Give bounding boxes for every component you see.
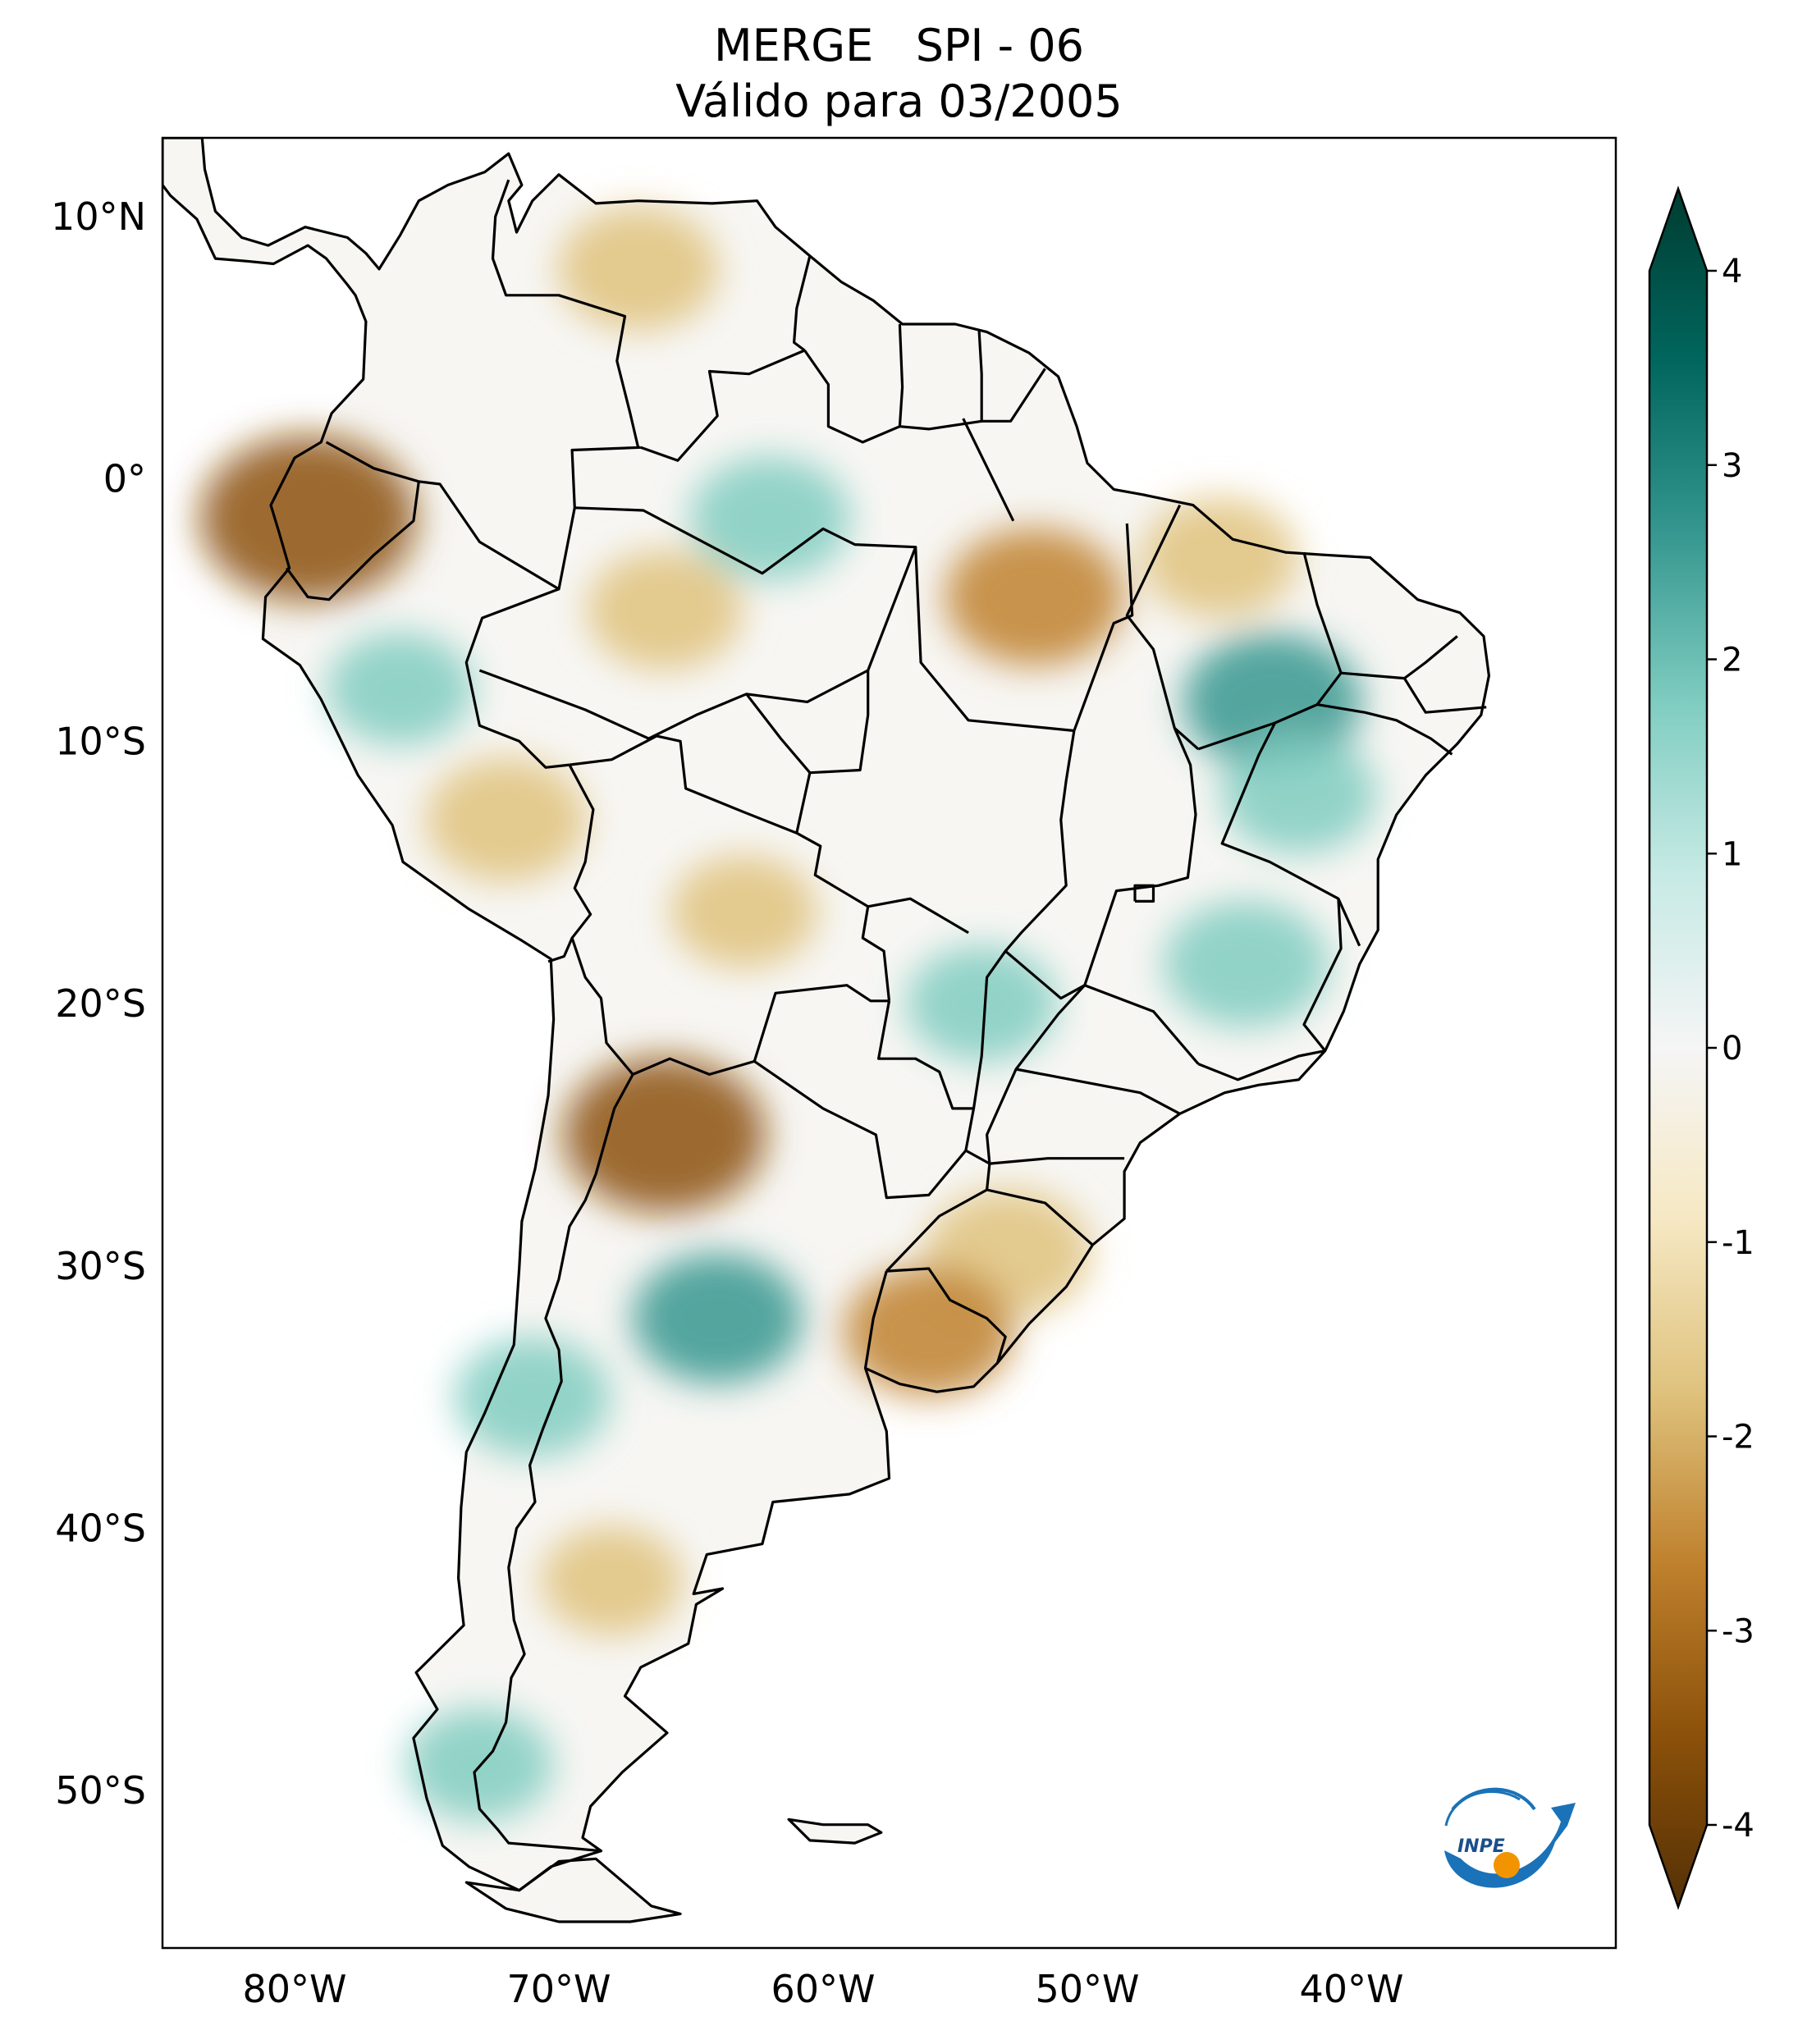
border-line [325,441,641,591]
longitude-tick-label: 50°W [1035,1967,1139,2011]
spi-anomaly-patch [1163,900,1329,1028]
border-line [1083,727,1200,1065]
spi-anomaly-patch [1220,734,1377,854]
spi-anomaly-patch [425,758,587,882]
colorbar-body [1648,185,1709,1910]
latitude-tick-label: 30°S [55,1244,146,1288]
land-polygon [466,1859,681,1922]
spi-anomaly-patch [586,550,743,670]
border-line [1316,703,1453,756]
colorbar-tick-label: 1 [1722,835,1742,873]
border-line [914,546,1075,733]
border-line [570,937,634,1076]
longitude-tick-label: 40°W [1299,1967,1403,2011]
border-line [1133,884,1155,903]
latitude-tick-label: 40°S [55,1506,146,1550]
colorbar-tick-label: -1 [1722,1224,1755,1262]
border-line [547,764,595,963]
spi-anomaly-patch [632,1253,803,1384]
border-line [986,1188,1094,1246]
latitude-tick-label: 10°N [51,194,146,239]
colorbar: 4 3 2 1 0 -1 -2 -3 -4 [1648,185,1755,1910]
title-line-1: MERGE SPI - 06 [714,20,1084,71]
border-line [809,670,870,775]
longitude-tick-label: 60°W [771,1967,875,2011]
spi-anomaly-patch [563,1056,766,1213]
coastline [162,138,1490,1892]
political-borders [162,138,1490,1923]
border-line [1403,677,1487,714]
colorbar-tick-label: -4 [1722,1807,1755,1845]
latitude-tick-label: 20°S [55,981,146,1026]
spi-anomaly-patch [541,1526,683,1635]
border-line [473,1073,634,1853]
border-line [793,255,812,352]
colorbar-tick-label: 3 [1722,447,1742,485]
border-line [886,1267,1007,1364]
border-line [286,481,420,601]
spi-anomaly-patch [557,207,719,332]
spi-anomaly-patch [670,855,817,968]
spi-anomalies [199,207,1377,1821]
border-line [989,1157,1125,1165]
border-line [478,669,650,740]
border-line [1073,523,1134,732]
map-frame-border [161,136,1617,1950]
border-line [1125,504,1200,751]
border-line [753,1060,968,1200]
border-line [867,897,969,935]
latitude-tick-label: 10°S [55,719,146,763]
latitude-tick-label: 50°S [55,1768,146,1813]
coastline [464,1857,682,1923]
spi-anomaly-patch [1141,497,1297,618]
inpe-logo-text: INPE [1457,1836,1505,1857]
coastline [787,1818,883,1845]
spi-anomaly-patch [199,434,417,602]
border-line [803,323,904,444]
colorbar-tick-label: 2 [1722,642,1742,679]
colorbar-tick-label: -2 [1722,1419,1755,1456]
border-line [1197,551,1343,751]
longitude-tick-label: 80°W [242,1967,346,2011]
title-line-2: Válido para 03/2005 [675,75,1123,127]
border-line [745,693,812,834]
inpe-logo-icon: INPE [1444,1787,1576,1888]
border-line [491,179,640,448]
border-line [986,1068,1018,1164]
spi-anomaly-patch [454,1337,611,1457]
spi-anomaly-patch [844,1266,1014,1397]
longitude-tick-labels: 80°W 70°W 60°W 50°W 40°W [242,1967,1403,2011]
border-line [863,1270,888,1369]
spi-anomaly-patch [945,528,1124,666]
longitude-tick-label: 70°W [506,1967,611,2011]
latitude-tick-labels: 10°N 0° 10°S 20°S 30°S 40°S 50°S [51,194,146,1813]
border-line [1004,730,1086,1000]
border-line [640,349,806,462]
spi-anomaly-patch [906,945,1058,1062]
colorbar-tick-label: 4 [1722,253,1742,290]
latitude-tick-label: 0° [103,457,146,501]
map-title: MERGE SPI - 06 Válido para 03/2005 [0,18,1798,130]
spi-anomaly-patch [689,456,851,580]
border-line [1197,1049,1326,1081]
border-line [981,368,1046,423]
border-line [972,950,1007,1109]
colorbar-tick-label: -3 [1722,1612,1755,1650]
colorbar-tick-label: 0 [1722,1030,1742,1068]
border-line [464,588,570,769]
border-line [962,418,1015,522]
border-line [1340,635,1458,680]
spi-anomaly-patch [327,632,474,745]
border-line [1220,722,1361,947]
border-line [1302,899,1343,1052]
border-line [632,984,890,1076]
colorbar-tick-labels: 4 3 2 1 0 -1 -2 -3 -4 [1707,253,1755,1845]
